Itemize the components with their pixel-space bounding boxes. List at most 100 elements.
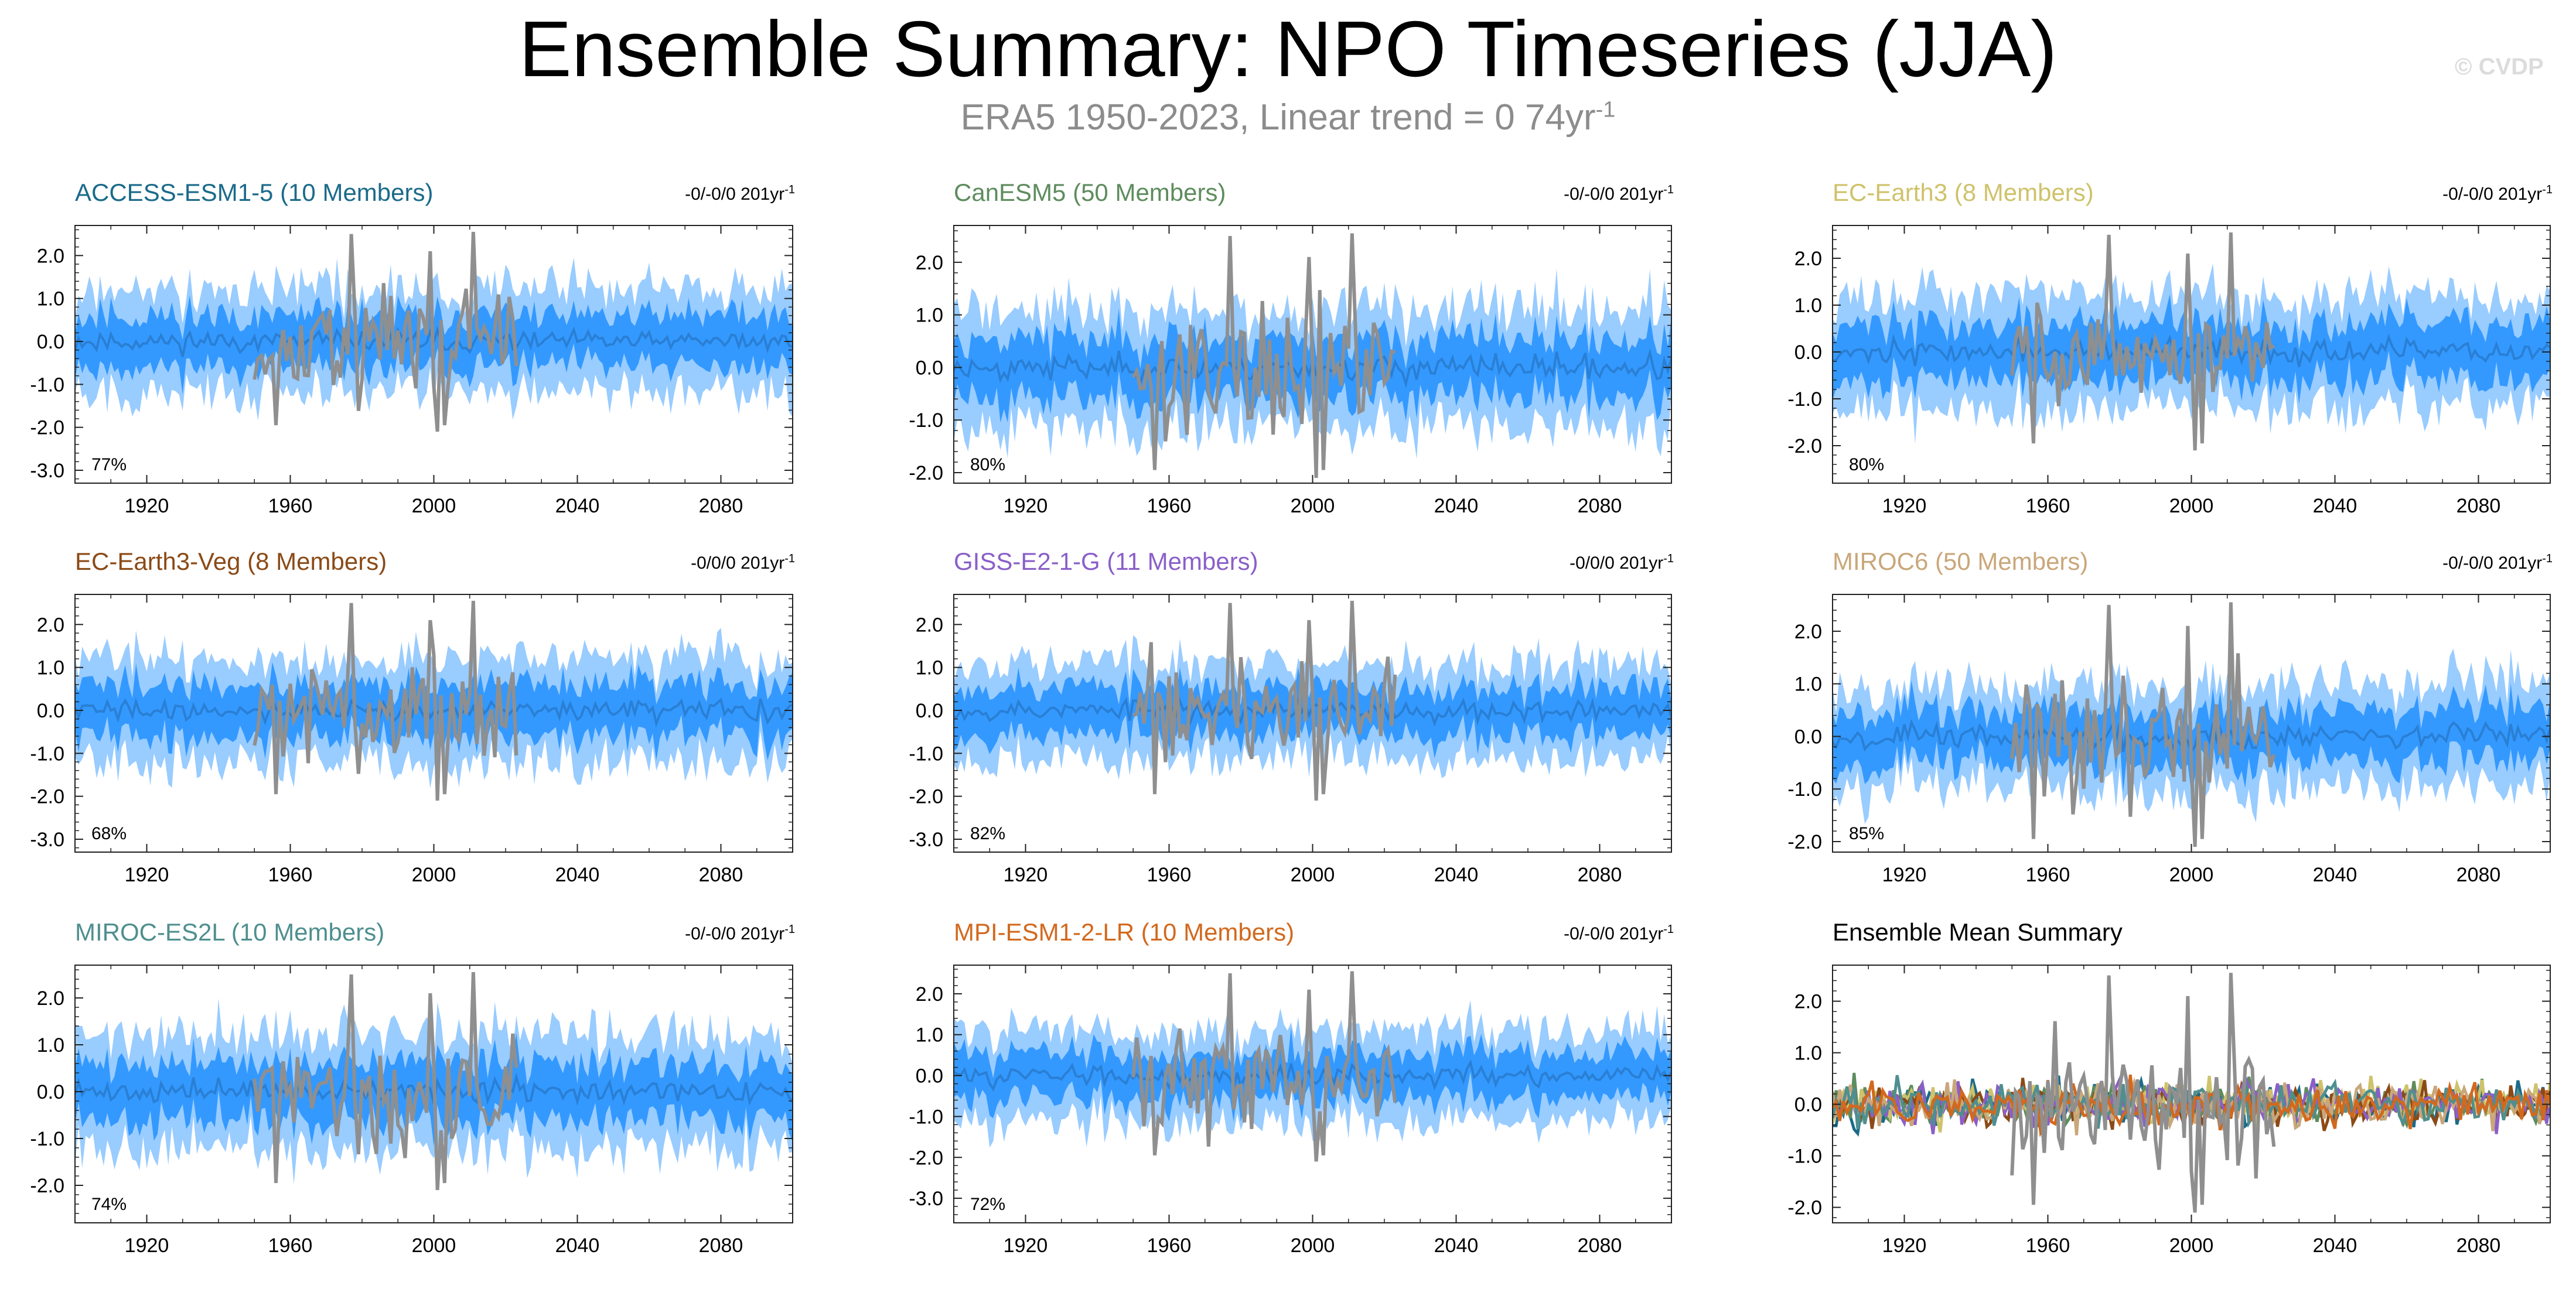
x-tick-label: 1960 xyxy=(1147,864,1192,886)
panel-percent-label: 85% xyxy=(1849,824,1884,843)
y-tick-label: 2.0 xyxy=(1794,621,1822,643)
x-tick-label: 2040 xyxy=(555,1235,600,1257)
x-tick-label: 1920 xyxy=(125,864,169,886)
y-tick-label: 1.0 xyxy=(1794,1042,1822,1065)
trend-text: -0/0/0 201yr xyxy=(691,553,785,573)
x-tick-label: 2040 xyxy=(1434,1235,1479,1257)
x-tick-label: 2000 xyxy=(412,864,456,886)
x-tick-label: 1960 xyxy=(2026,495,2070,517)
y-tick-label: 0.0 xyxy=(916,700,943,722)
y-tick-label: 0.0 xyxy=(1794,1094,1822,1116)
observed-series-line xyxy=(253,231,518,432)
y-tick-label: 1.0 xyxy=(37,657,64,679)
y-tick-label: -2.0 xyxy=(909,462,943,484)
plot-area xyxy=(954,971,1671,1162)
plot-area xyxy=(75,972,793,1191)
plot-area xyxy=(1833,973,2550,1213)
x-tick-label: 1960 xyxy=(2026,864,2070,886)
subtitle-text: ERA5 1950-2023, Linear trend = 0 74yr xyxy=(960,97,1596,138)
x-tick-label: 2040 xyxy=(2313,864,2357,886)
y-tick-label: -3.0 xyxy=(30,460,64,482)
panel-title: MIROC-ES2L (10 Members) xyxy=(75,918,385,946)
trend-superscript: -1 xyxy=(1663,923,1674,936)
y-tick-label: -1.0 xyxy=(909,409,943,432)
x-tick-label: 2000 xyxy=(1291,1235,1335,1257)
panel-9: 2.0 1.0 0.0 -1.0 -2.0 1920 1960 2000 2040 2080 xyxy=(1787,965,2551,1257)
plot-area xyxy=(75,231,793,432)
y-tick-label: -3.0 xyxy=(30,829,64,851)
cvdp-watermark: © CVDP xyxy=(2455,54,2544,80)
panel-trend-label: -0/-0/0 201yr-1 xyxy=(2442,552,2553,573)
panel-trend-label: -0/-0/0 201yr-1 xyxy=(2442,183,2553,204)
x-tick-label: 1960 xyxy=(268,495,313,517)
panel-trend-label: -0/-0/0 201yr-1 xyxy=(685,183,795,204)
y-tick-label: 1.0 xyxy=(916,657,943,679)
panel-trend-label: -0/-0/0 201yr-1 xyxy=(1564,923,1674,944)
x-tick-label: 2000 xyxy=(2169,1235,2214,1257)
x-tick-label: 2000 xyxy=(412,1235,456,1257)
plot-area xyxy=(954,600,1671,801)
y-tick-label: -2.0 xyxy=(909,1147,943,1169)
y-tick-label: 0.0 xyxy=(916,357,943,379)
x-tick-label: 2080 xyxy=(2456,864,2501,886)
panel-trend-label: -0/0/0 201yr-1 xyxy=(691,552,795,573)
trend-text: -0/-0/0 201yr xyxy=(1564,924,1664,943)
panel-percent-label: 80% xyxy=(970,455,1005,474)
panel-title: MPI-ESM1-2-LR (10 Members) xyxy=(954,918,1295,946)
y-tick-label: -3.0 xyxy=(909,1188,943,1210)
trend-text: -0/0/0 201yr xyxy=(1570,553,1664,573)
x-tick-label: 1960 xyxy=(2026,1235,2070,1257)
y-tick-label: 2.0 xyxy=(1794,991,1822,1013)
panel-title: EC-Earth3 (8 Members) xyxy=(1833,179,2094,206)
panel-1: 2.0 1.0 0.0 -1.0 -2.0 -3.0 1920 1960 2000 2040 208… xyxy=(30,225,793,517)
panel-percent-label: 72% xyxy=(970,1195,1005,1214)
x-tick-label: 2080 xyxy=(1578,864,1622,886)
x-tick-label: 2040 xyxy=(555,495,600,517)
y-tick-label: -1.0 xyxy=(30,374,64,396)
y-tick-label: 2.0 xyxy=(37,987,64,1010)
y-tick-label: 2.0 xyxy=(37,614,64,636)
panel-trend-label: -0/0/0 201yr-1 xyxy=(1570,552,1674,573)
trend-superscript: -1 xyxy=(1663,183,1674,196)
panel-5: 2.0 1.0 0.0 -1.0 -2.0 -3.0 1920 1960 2000 2040 208… xyxy=(909,594,1672,886)
observed-series-line xyxy=(2010,602,2276,847)
x-tick-label: 1920 xyxy=(1882,1235,1927,1257)
x-tick-label: 1920 xyxy=(1004,864,1048,886)
x-tick-label: 1920 xyxy=(1882,495,1927,517)
plot-area xyxy=(954,233,1671,478)
panel-8: 2.0 1.0 0.0 -1.0 -2.0 -3.0 1920 1960 2000 2040 208… xyxy=(909,965,1672,1257)
observed-series-line xyxy=(253,972,518,1191)
x-tick-label: 2080 xyxy=(699,1235,743,1257)
y-tick-label: -1.0 xyxy=(1787,1146,1822,1168)
panel-title: MIROC6 (50 Members) xyxy=(1833,548,2089,575)
x-tick-label: 1920 xyxy=(125,495,169,517)
y-tick-label: 1.0 xyxy=(916,1024,943,1047)
y-tick-label: 2.0 xyxy=(916,614,943,636)
y-tick-label: -2.0 xyxy=(30,1175,64,1197)
y-tick-label: -2.0 xyxy=(1787,1197,1822,1219)
figure-title: Ensemble Summary: NPO Timeseries (JJA) xyxy=(518,5,2058,93)
figure-subtitle: ERA5 1950-2023, Linear trend = 0 74yr-1 xyxy=(0,97,2576,138)
panel-percent-label: 68% xyxy=(91,824,127,843)
x-tick-label: 2040 xyxy=(2313,1235,2357,1257)
x-tick-label: 2000 xyxy=(1291,495,1335,517)
y-tick-label: -2.0 xyxy=(30,786,64,808)
trend-text: -0/-0/0 201yr xyxy=(2442,553,2543,573)
y-tick-label: 2.0 xyxy=(1794,248,1822,270)
x-tick-label: 2080 xyxy=(1578,1235,1622,1257)
y-tick-label: 2.0 xyxy=(37,245,64,267)
x-tick-label: 2080 xyxy=(699,864,743,886)
x-tick-label: 1960 xyxy=(268,1235,313,1257)
x-tick-label: 1920 xyxy=(1004,1235,1048,1257)
panel-trend-label: -0/-0/0 201yr-1 xyxy=(685,923,795,944)
observed-series-line xyxy=(1131,233,1396,478)
panel-percent-label: 74% xyxy=(91,1195,127,1214)
x-tick-label: 1960 xyxy=(1147,1235,1192,1257)
panel-percent-label: 80% xyxy=(1849,455,1884,474)
trend-text: -0/-0/0 201yr xyxy=(685,924,785,943)
panel-title: EC-Earth3-Veg (8 Members) xyxy=(75,548,387,575)
plot-area xyxy=(1833,602,2550,847)
x-tick-label: 2040 xyxy=(1434,864,1479,886)
panel-title: CanESM5 (50 Members) xyxy=(954,179,1226,206)
